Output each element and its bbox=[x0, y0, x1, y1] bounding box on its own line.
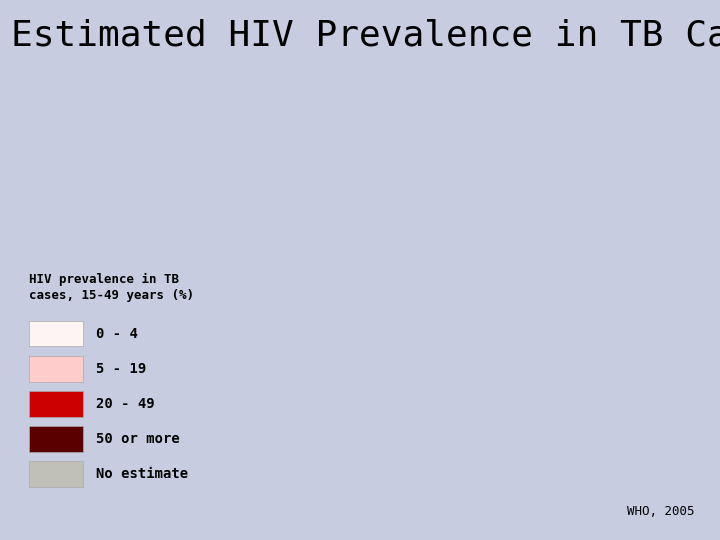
Text: No estimate: No estimate bbox=[96, 467, 188, 481]
Text: 20 - 49: 20 - 49 bbox=[96, 397, 154, 411]
Text: 0 - 4: 0 - 4 bbox=[96, 327, 138, 341]
Text: Estimated HIV Prevalence in TB Cases 2003: Estimated HIV Prevalence in TB Cases 200… bbox=[11, 19, 720, 53]
Text: 50 or more: 50 or more bbox=[96, 432, 179, 446]
Bar bbox=[29, 426, 83, 452]
Bar bbox=[29, 461, 83, 487]
Text: HIV prevalence in TB
cases, 15-49 years (%): HIV prevalence in TB cases, 15-49 years … bbox=[29, 273, 194, 302]
Text: WHO, 2005: WHO, 2005 bbox=[627, 505, 695, 518]
Text: 5 - 19: 5 - 19 bbox=[96, 362, 146, 376]
Bar bbox=[29, 391, 83, 417]
Bar bbox=[29, 356, 83, 382]
Bar bbox=[29, 321, 83, 347]
